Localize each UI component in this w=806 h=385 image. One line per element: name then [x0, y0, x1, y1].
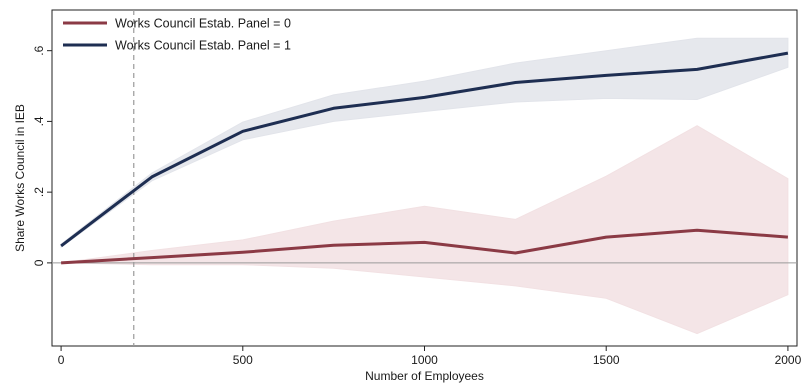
x-axis-title: Number of Employees	[365, 369, 484, 383]
x-tick-label: 500	[233, 353, 253, 367]
x-tick-label: 0	[58, 353, 65, 367]
y-axis: 0 .2 .4 .6	[32, 45, 52, 266]
ci-band-series-1	[60, 37, 789, 249]
y-tick-label: .2	[32, 187, 46, 197]
legend-label-series-0: Works Council Estab. Panel = 0	[115, 17, 291, 31]
y-tick-label: .4	[32, 116, 46, 126]
series-lines	[60, 51, 789, 265]
legend: Works Council Estab. Panel = 0 Works Coun…	[63, 17, 291, 53]
x-tick-label: 2000	[775, 353, 802, 367]
x-tick-label: 1000	[411, 353, 438, 367]
x-axis: 0 500 1000 1500 2000	[58, 346, 802, 367]
y-tick-label: .6	[32, 45, 46, 55]
y-tick-label: 0	[32, 259, 46, 266]
reference-lines	[52, 10, 797, 346]
x-tick-label: 1500	[593, 353, 620, 367]
series-line-1	[60, 51, 789, 248]
legend-label-series-1: Works Council Estab. Panel = 1	[115, 39, 291, 53]
y-axis-title: Share Works Council in IEB	[13, 104, 27, 252]
series-line-0	[61, 228, 789, 265]
